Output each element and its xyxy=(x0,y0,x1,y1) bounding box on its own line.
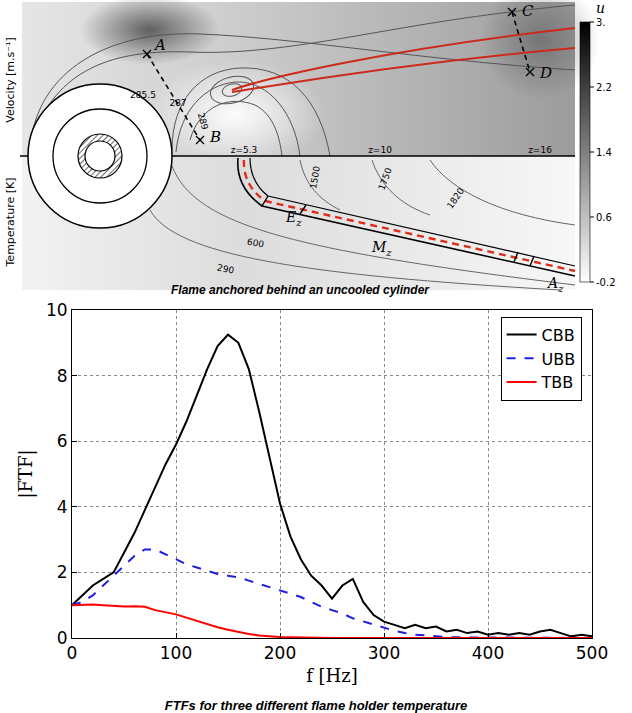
svg-text:f [Hz]: f [Hz] xyxy=(306,665,358,686)
svg-text:Mz: Mz xyxy=(371,239,392,258)
svg-text:z=16: z=16 xyxy=(528,145,552,155)
svg-text:0.6: 0.6 xyxy=(596,212,612,223)
svg-text:TBB: TBB xyxy=(541,373,574,392)
svg-text:400: 400 xyxy=(472,643,504,663)
svg-text:2: 2 xyxy=(57,562,68,582)
svg-text:290: 290 xyxy=(216,262,235,275)
svg-text:D: D xyxy=(539,64,552,82)
svg-text:0: 0 xyxy=(67,643,78,663)
svg-text:B: B xyxy=(209,128,221,146)
svg-text:200: 200 xyxy=(264,643,296,663)
svg-text:-0.2: -0.2 xyxy=(596,277,616,288)
svg-text:100: 100 xyxy=(160,643,192,663)
svg-text:z=5.3: z=5.3 xyxy=(231,145,258,155)
html-text:FTFs for three different flame: FTFs for three different flame holder te… xyxy=(164,698,468,713)
svg-text:UBB: UBB xyxy=(542,350,576,369)
svg-text:Ez: Ez xyxy=(285,209,302,228)
svg-text:Velocity [m.s⁻¹]: Velocity [m.s⁻¹] xyxy=(4,37,17,122)
svg-text:10: 10 xyxy=(46,300,68,320)
svg-text:1750: 1750 xyxy=(377,166,394,191)
svg-text:1820: 1820 xyxy=(445,186,466,211)
svg-text:1500: 1500 xyxy=(308,165,322,190)
svg-text:289: 289 xyxy=(196,112,210,131)
svg-text:287: 287 xyxy=(169,98,186,108)
svg-text:300: 300 xyxy=(368,643,400,663)
svg-text:285.5: 285.5 xyxy=(130,90,156,100)
svg-text:600: 600 xyxy=(246,237,265,250)
svg-text:Temperature [K]: Temperature [K] xyxy=(4,178,17,268)
svg-text:u: u xyxy=(596,0,605,16)
svg-text:0: 0 xyxy=(57,628,68,648)
svg-text:z=10: z=10 xyxy=(368,145,392,155)
svg-text:3.: 3. xyxy=(596,17,606,28)
svg-text:1.4: 1.4 xyxy=(596,147,612,158)
svg-text:Az: Az xyxy=(546,275,564,294)
svg-text:500: 500 xyxy=(576,643,608,663)
svg-text:2.2: 2.2 xyxy=(596,82,612,93)
svg-text:|FTF|: |FTF| xyxy=(15,449,37,498)
svg-text:4: 4 xyxy=(57,497,68,517)
svg-text:C: C xyxy=(522,2,534,20)
svg-text:CBB: CBB xyxy=(542,326,575,345)
svg-text:Flame anchored behind an uncoo: Flame anchored behind an uncooled cylind… xyxy=(171,283,430,297)
svg-text:8: 8 xyxy=(57,366,68,386)
svg-text:6: 6 xyxy=(57,431,68,451)
svg-text:A: A xyxy=(153,36,166,54)
